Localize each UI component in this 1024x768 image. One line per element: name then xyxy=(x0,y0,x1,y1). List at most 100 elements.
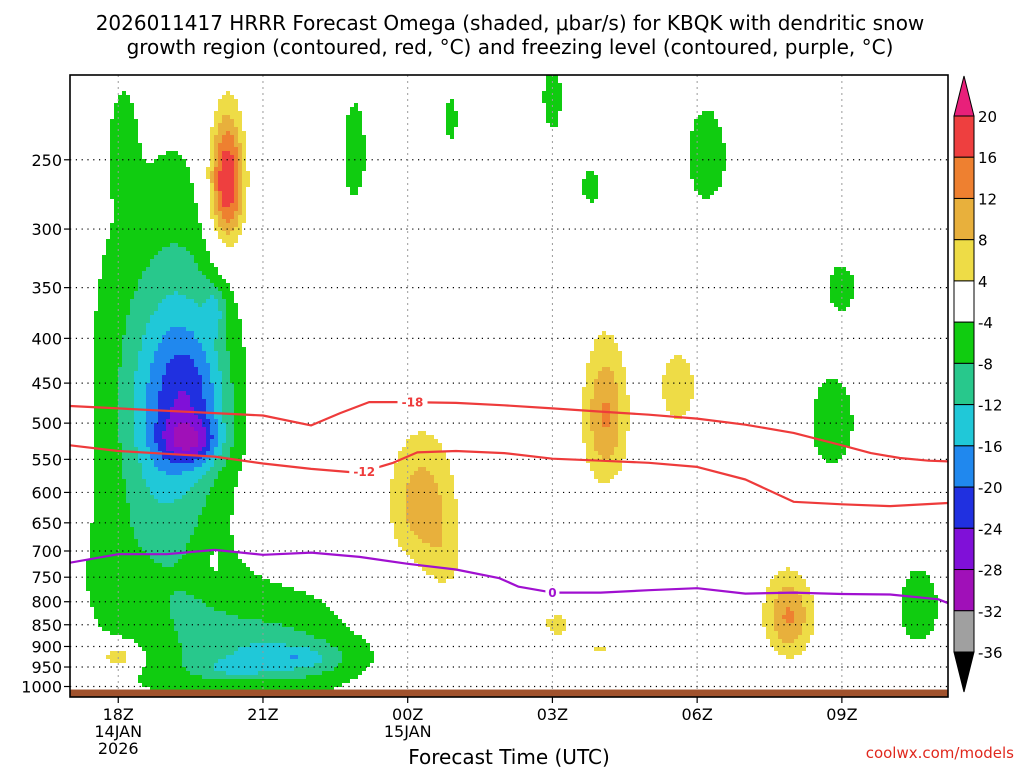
colorbar: 20 16 12 8 4 -4 -8 -12 -16 -20 -24 -28 -32 -36 xyxy=(953,75,1003,693)
omega-cell xyxy=(614,375,626,379)
omega-cell xyxy=(134,379,150,383)
omega-cell xyxy=(214,171,218,175)
omega-cell xyxy=(442,527,458,531)
colorbar-bin xyxy=(953,280,975,323)
dgz-minus18-contour-label: -18 xyxy=(402,396,424,410)
omega-cell xyxy=(586,171,594,175)
omega-cell xyxy=(222,239,238,243)
omega-cell xyxy=(210,431,218,435)
omega-cell xyxy=(94,355,122,359)
omega-cell xyxy=(390,503,406,507)
x-tick-label: 00Z xyxy=(392,705,423,724)
omega-cell xyxy=(218,331,226,335)
omega-cell xyxy=(910,571,926,575)
omega-cell xyxy=(582,419,590,423)
omega-cell xyxy=(618,415,630,419)
omega-cell xyxy=(134,375,150,379)
omega-cell xyxy=(134,439,146,443)
omega-cell xyxy=(138,459,154,463)
omega-cell xyxy=(582,387,594,391)
omega-cell xyxy=(238,187,242,191)
omega-cell xyxy=(218,563,246,567)
omega-cell xyxy=(226,131,230,135)
omega-cell xyxy=(774,615,782,619)
omega-cell xyxy=(202,599,322,603)
omega-cell xyxy=(230,363,246,367)
omega-cell xyxy=(154,311,222,315)
omega-cell xyxy=(582,415,590,419)
omega-cell xyxy=(190,423,202,427)
omega-cell xyxy=(242,195,246,199)
omega-cell xyxy=(94,483,126,487)
omega-cell xyxy=(218,127,238,131)
omega-cell xyxy=(174,431,198,435)
omega-cell xyxy=(546,119,558,123)
omega-cell xyxy=(442,519,458,523)
omega-cell xyxy=(218,551,238,555)
omega-cell xyxy=(94,395,118,399)
omega-cell xyxy=(390,515,406,519)
omega-cell xyxy=(94,359,122,363)
credit-text[interactable]: coolwx.com/models xyxy=(866,744,1014,762)
omega-cell xyxy=(134,419,146,423)
omega-cell xyxy=(590,467,622,471)
omega-cell xyxy=(118,367,138,371)
omega-cell xyxy=(166,151,178,155)
omega-cell xyxy=(338,647,370,651)
omega-cell xyxy=(590,351,622,355)
omega-cell xyxy=(390,487,406,491)
omega-cell xyxy=(390,519,406,523)
omega-cell xyxy=(214,191,218,195)
omega-cell xyxy=(198,479,214,483)
omega-cell xyxy=(234,135,238,139)
omega-cell xyxy=(218,99,238,103)
omega-cell xyxy=(618,419,630,423)
omega-cell xyxy=(446,123,458,127)
omega-cell xyxy=(170,243,178,247)
omega-cell xyxy=(242,163,246,167)
omega-cell xyxy=(150,487,190,491)
omega-cell xyxy=(406,503,442,507)
omega-cell xyxy=(154,559,178,563)
omega-cell xyxy=(594,339,614,343)
omega-cell xyxy=(662,379,694,383)
omega-cell xyxy=(214,139,222,143)
omega-cell xyxy=(586,455,602,459)
omega-cell xyxy=(222,195,234,199)
omega-cell xyxy=(222,159,234,163)
omega-cell xyxy=(442,523,458,527)
omega-cell xyxy=(222,311,226,315)
omega-cell xyxy=(182,659,218,663)
colorbar-bin xyxy=(953,610,975,653)
omega-cell xyxy=(338,663,370,667)
omega-cell xyxy=(906,583,934,587)
omega-cell xyxy=(122,359,138,363)
omega-cell xyxy=(94,507,130,511)
omega-cell xyxy=(214,347,226,351)
omega-cell xyxy=(210,423,218,427)
omega-cell xyxy=(662,391,694,395)
omega-cell xyxy=(406,519,442,523)
omega-cell xyxy=(594,391,618,395)
omega-cell xyxy=(234,439,246,443)
omega-cell xyxy=(442,503,458,507)
omega-cell xyxy=(762,619,774,623)
omega-cell xyxy=(406,487,438,491)
omega-cell xyxy=(138,351,154,355)
omega-cell xyxy=(222,295,234,299)
omega-cell xyxy=(242,179,250,183)
omega-cell xyxy=(202,271,218,275)
omega-cell xyxy=(610,403,618,407)
omega-cell xyxy=(178,631,306,635)
omega-cell xyxy=(442,535,458,539)
omega-cell xyxy=(594,471,618,475)
omega-cell xyxy=(774,647,806,651)
omega-cell xyxy=(818,451,846,455)
omega-cell xyxy=(690,163,726,167)
omega-cell xyxy=(770,639,782,643)
omega-cell xyxy=(182,471,206,475)
omega-cell xyxy=(902,619,934,623)
omega-cell xyxy=(146,403,158,407)
omega-cell xyxy=(138,367,150,371)
omega-cell xyxy=(210,151,214,155)
